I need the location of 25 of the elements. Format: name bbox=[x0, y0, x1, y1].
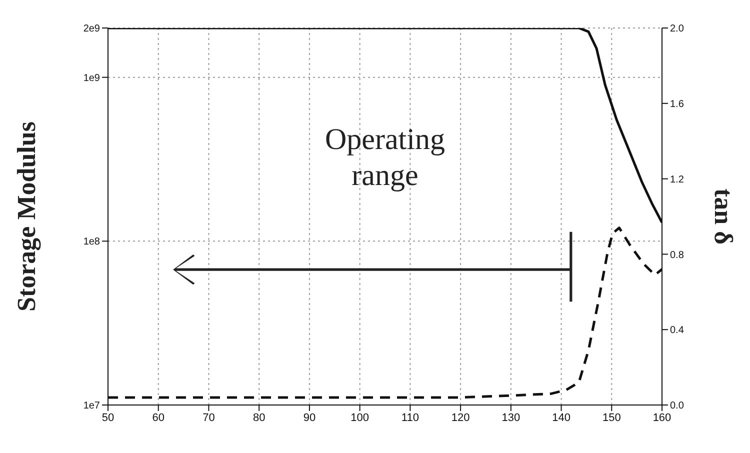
x-tick-label: 120 bbox=[451, 412, 470, 424]
x-tick-label: 140 bbox=[552, 412, 570, 424]
x-tick-label: 80 bbox=[252, 412, 266, 424]
x-tick-label: 110 bbox=[401, 412, 419, 424]
y-tick-label: 1e8 bbox=[83, 236, 100, 248]
x-tick-label: 60 bbox=[152, 412, 164, 424]
y-axis-title: Storage Modulus bbox=[12, 122, 42, 312]
x-tick-label: 100 bbox=[350, 412, 369, 424]
y-tick-label: 1e7 bbox=[83, 400, 100, 412]
x-tick-label: 130 bbox=[502, 412, 520, 424]
x-tick-label: 70 bbox=[202, 412, 215, 424]
y2-tick-label: 2.0 bbox=[670, 24, 684, 35]
y2-tick-label: 0.0 bbox=[670, 400, 684, 412]
x-tick-label: 50 bbox=[102, 412, 114, 424]
x-tick-label: 90 bbox=[303, 412, 316, 424]
y2-tick-label: 1.6 bbox=[670, 98, 684, 110]
annotation: Operating range bbox=[324, 122, 446, 194]
y2-tick-label: 0.4 bbox=[670, 325, 684, 336]
x-tick-label: 150 bbox=[602, 412, 621, 424]
y2-tick-label: 1.2 bbox=[670, 174, 684, 186]
x-tick-label: 160 bbox=[652, 412, 672, 424]
y-tick-label: 1e9 bbox=[83, 72, 100, 84]
y2-axis-title: tan δ bbox=[708, 188, 738, 245]
y-tick-label: 2e9 bbox=[83, 24, 100, 35]
y2-tick-label: 0.8 bbox=[670, 250, 684, 261]
